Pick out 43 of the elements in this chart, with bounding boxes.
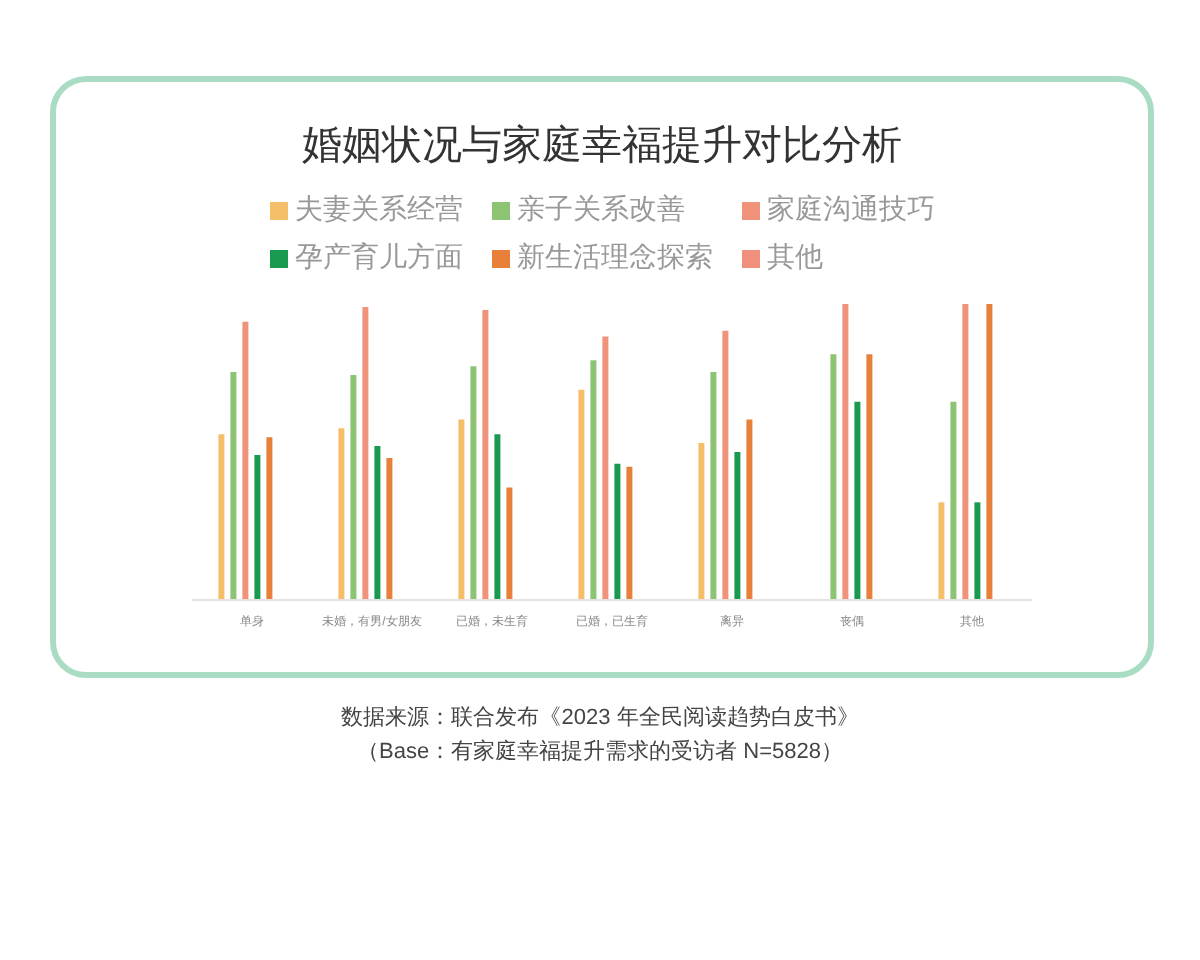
bar — [962, 304, 969, 600]
bar — [602, 336, 609, 600]
bar — [386, 457, 393, 600]
bar — [938, 502, 945, 600]
legend-label: 其他 — [767, 240, 823, 276]
bar — [626, 466, 633, 600]
legend-label: 家庭沟通技巧 — [767, 192, 935, 228]
bar — [950, 401, 957, 600]
bar — [482, 309, 489, 600]
bar — [218, 434, 225, 600]
bar — [242, 321, 249, 600]
bar — [506, 487, 513, 600]
bar — [854, 401, 861, 600]
bar — [362, 306, 369, 600]
bar — [710, 372, 717, 600]
legend-label: 亲子关系改善 — [517, 192, 685, 228]
bar — [866, 354, 873, 600]
chart-title: 婚姻状况与家庭幸福提升对比分析 — [300, 122, 904, 172]
bar — [614, 463, 621, 600]
source-note: 数据来源：联合发布《2023 年全民阅读趋势白皮书》 — [339, 703, 861, 734]
text: （Base：有家庭幸福提升需求的受访者 N=5828） — [355, 737, 845, 768]
bar — [578, 389, 585, 600]
bar — [254, 454, 261, 600]
bar — [722, 330, 729, 600]
bar — [986, 304, 993, 600]
legend-label: 夫妻关系经营 — [295, 192, 463, 228]
bar — [266, 437, 273, 600]
bar — [494, 434, 501, 600]
bar — [746, 419, 753, 600]
bar — [974, 502, 981, 600]
bar — [470, 366, 477, 600]
legend-label: 新生活理念探索 — [517, 240, 713, 276]
bar — [338, 428, 345, 600]
bar — [842, 304, 849, 600]
bar — [830, 354, 837, 600]
bar — [350, 375, 357, 600]
bar — [734, 452, 741, 600]
legend-label: 孕产育儿方面 — [295, 240, 463, 276]
bar — [698, 443, 705, 600]
bar — [374, 446, 381, 600]
bar — [590, 360, 597, 600]
bar — [230, 372, 237, 600]
bar — [458, 419, 465, 600]
